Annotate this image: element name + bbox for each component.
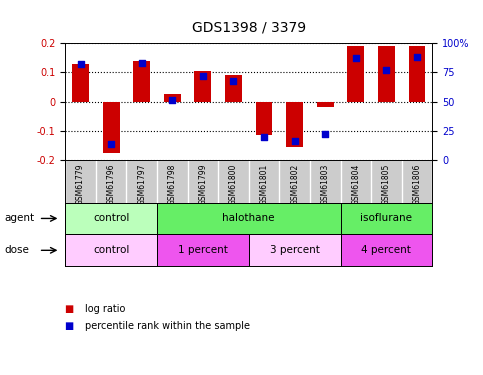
Point	[321, 131, 329, 137]
Bar	[341, 234, 432, 266]
Point	[138, 60, 145, 66]
Text: GSM61802: GSM61802	[290, 164, 299, 205]
Text: GSM61803: GSM61803	[321, 164, 330, 205]
Text: 3 percent: 3 percent	[270, 245, 320, 255]
Point	[229, 78, 237, 84]
Text: GDS1398 / 3379: GDS1398 / 3379	[192, 21, 306, 34]
Bar	[157, 202, 341, 234]
Bar	[103, 102, 119, 153]
Point	[352, 56, 360, 62]
Point	[291, 138, 298, 144]
Text: GSM61800: GSM61800	[229, 164, 238, 205]
Bar	[164, 94, 181, 102]
Text: GSM61804: GSM61804	[351, 164, 360, 205]
Text: GSM61805: GSM61805	[382, 164, 391, 205]
Bar	[72, 64, 89, 102]
Text: 4 percent: 4 percent	[361, 245, 412, 255]
Bar	[157, 234, 249, 266]
Text: isoflurane: isoflurane	[360, 213, 412, 223]
Text: GSM61801: GSM61801	[259, 164, 269, 205]
Bar	[409, 46, 426, 102]
Bar	[249, 234, 341, 266]
Bar	[347, 46, 364, 102]
Text: agent: agent	[5, 213, 35, 223]
Bar	[133, 61, 150, 102]
Text: dose: dose	[5, 245, 30, 255]
Bar	[378, 46, 395, 102]
Text: GSM61806: GSM61806	[412, 164, 422, 205]
Text: control: control	[93, 245, 129, 255]
Text: GSM61779: GSM61779	[76, 164, 85, 205]
Text: control: control	[93, 213, 129, 223]
Bar	[341, 202, 432, 234]
Text: ■: ■	[65, 304, 78, 314]
Bar	[65, 202, 157, 234]
Text: GSM61799: GSM61799	[199, 164, 207, 205]
Point	[413, 54, 421, 60]
Point	[107, 141, 115, 147]
Point	[383, 67, 390, 73]
Bar	[225, 75, 242, 102]
Point	[169, 98, 176, 104]
Text: halothane: halothane	[223, 213, 275, 223]
Bar	[256, 102, 272, 135]
Bar	[286, 102, 303, 147]
Text: ■: ■	[65, 321, 78, 331]
Bar	[65, 234, 157, 266]
Text: percentile rank within the sample: percentile rank within the sample	[85, 321, 250, 331]
Point	[199, 73, 207, 79]
Text: 1 percent: 1 percent	[178, 245, 228, 255]
Text: GSM61796: GSM61796	[107, 164, 115, 205]
Point	[77, 61, 85, 67]
Text: log ratio: log ratio	[85, 304, 125, 314]
Bar	[195, 71, 211, 102]
Bar	[317, 102, 334, 107]
Point	[260, 134, 268, 140]
Text: GSM61798: GSM61798	[168, 164, 177, 205]
Text: GSM61797: GSM61797	[137, 164, 146, 205]
